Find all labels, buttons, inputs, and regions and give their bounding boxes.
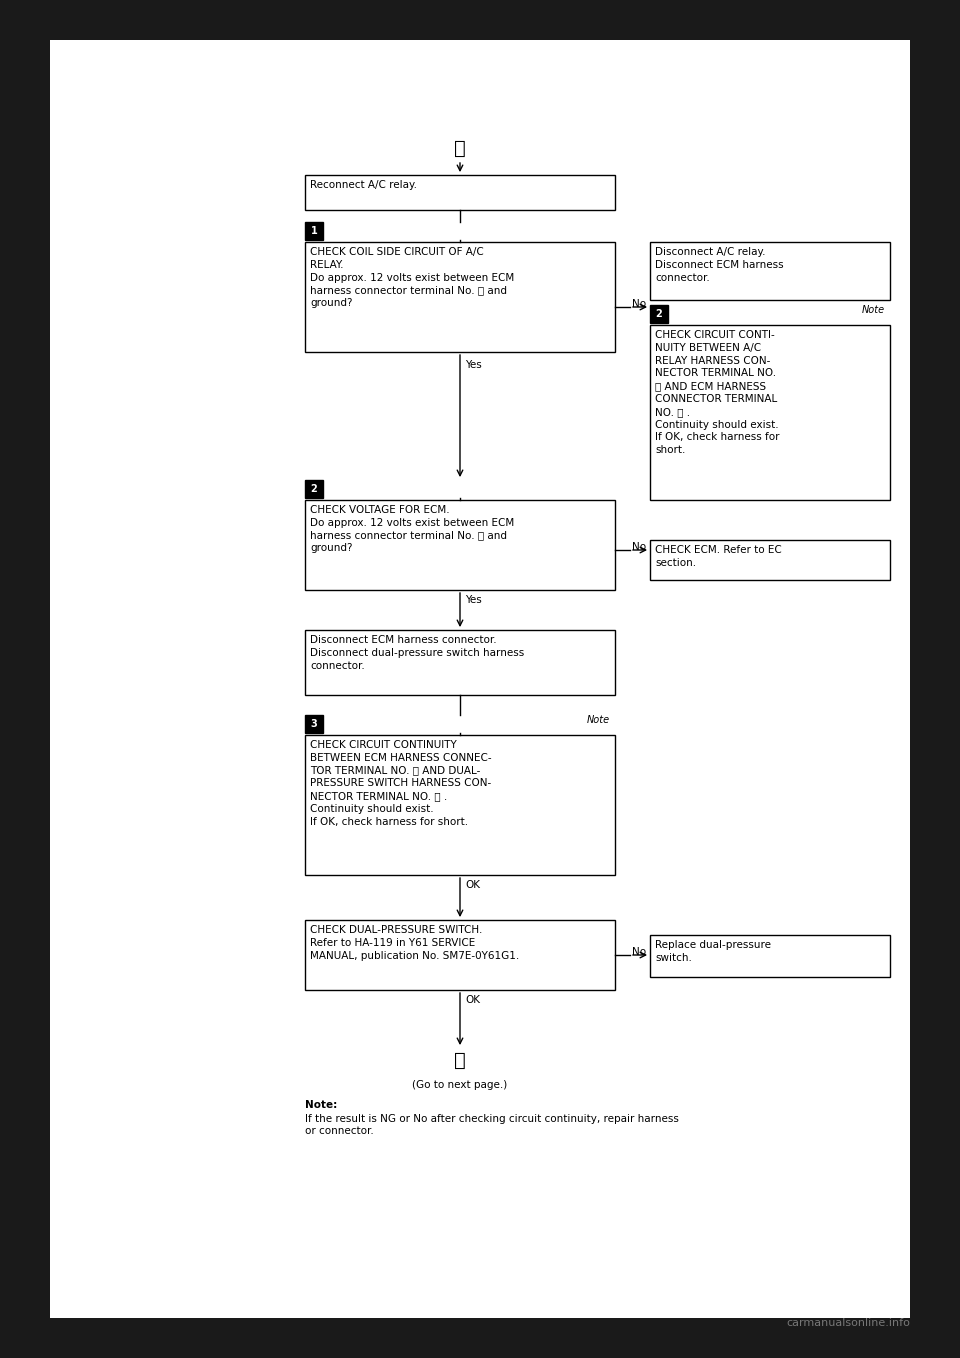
- Bar: [650, 325, 890, 500]
- Bar: [305, 221, 323, 240]
- Bar: [650, 306, 668, 323]
- Text: 2: 2: [311, 483, 318, 494]
- Text: No: No: [632, 542, 646, 551]
- Bar: [650, 540, 890, 580]
- Bar: [305, 175, 615, 210]
- Text: Note:: Note:: [305, 1100, 337, 1109]
- Text: Note: Note: [587, 716, 610, 725]
- Text: CHECK COIL SIDE CIRCUIT OF A/C
RELAY.
Do approx. 12 volts exist between ECM
harn: CHECK COIL SIDE CIRCUIT OF A/C RELAY. Do…: [310, 247, 515, 308]
- Text: CHECK CIRCUIT CONTI-
NUITY BETWEEN A/C
RELAY HARNESS CON-
NECTOR TERMINAL NO.
Ⓒ : CHECK CIRCUIT CONTI- NUITY BETWEEN A/C R…: [655, 330, 780, 455]
- Text: (Go to next page.): (Go to next page.): [413, 1080, 508, 1090]
- Text: 3: 3: [311, 718, 318, 729]
- Text: Reconnect A/C relay.: Reconnect A/C relay.: [310, 181, 417, 190]
- Text: Replace dual-pressure
switch.: Replace dual-pressure switch.: [655, 940, 771, 963]
- Bar: [650, 936, 890, 976]
- Text: No: No: [632, 947, 646, 957]
- Text: 1: 1: [311, 225, 318, 236]
- Text: carmanualsonline.info: carmanualsonline.info: [786, 1319, 910, 1328]
- Bar: [650, 242, 890, 300]
- Text: Disconnect ECM harness connector.
Disconnect dual-pressure switch harness
connec: Disconnect ECM harness connector. Discon…: [310, 636, 524, 671]
- Text: Yes: Yes: [465, 595, 482, 606]
- Bar: [305, 500, 615, 589]
- Bar: [305, 919, 615, 990]
- Bar: [305, 479, 323, 498]
- Text: Disconnect A/C relay.
Disconnect ECM harness
connector.: Disconnect A/C relay. Disconnect ECM har…: [655, 247, 783, 282]
- Text: CHECK DUAL-PRESSURE SWITCH.
Refer to HA-119 in Y61 SERVICE
MANUAL, publication N: CHECK DUAL-PRESSURE SWITCH. Refer to HA-…: [310, 925, 519, 960]
- Bar: [305, 242, 615, 352]
- Text: Yes: Yes: [465, 360, 482, 369]
- Text: CHECK VOLTAGE FOR ECM.
Do approx. 12 volts exist between ECM
harness connector t: CHECK VOLTAGE FOR ECM. Do approx. 12 vol…: [310, 505, 515, 554]
- Text: No: No: [632, 299, 646, 310]
- Text: CHECK ECM. Refer to EC
section.: CHECK ECM. Refer to EC section.: [655, 545, 781, 568]
- Text: OK: OK: [465, 880, 480, 889]
- Text: OK: OK: [465, 995, 480, 1005]
- Text: Ⓒ: Ⓒ: [454, 139, 466, 158]
- Text: If the result is NG or No after checking circuit continuity, repair harness
or c: If the result is NG or No after checking…: [305, 1114, 679, 1135]
- Bar: [305, 630, 615, 695]
- Text: CHECK CIRCUIT CONTINUITY
BETWEEN ECM HARNESS CONNEC-
TOR TERMINAL NO. Ⓒ AND DUAL: CHECK CIRCUIT CONTINUITY BETWEEN ECM HAR…: [310, 740, 492, 827]
- Text: 2: 2: [656, 310, 662, 319]
- Text: Ⓒ: Ⓒ: [454, 1051, 466, 1070]
- Bar: [305, 716, 323, 733]
- Bar: [50, 39, 910, 1319]
- Bar: [305, 735, 615, 875]
- Text: Note: Note: [862, 306, 885, 315]
